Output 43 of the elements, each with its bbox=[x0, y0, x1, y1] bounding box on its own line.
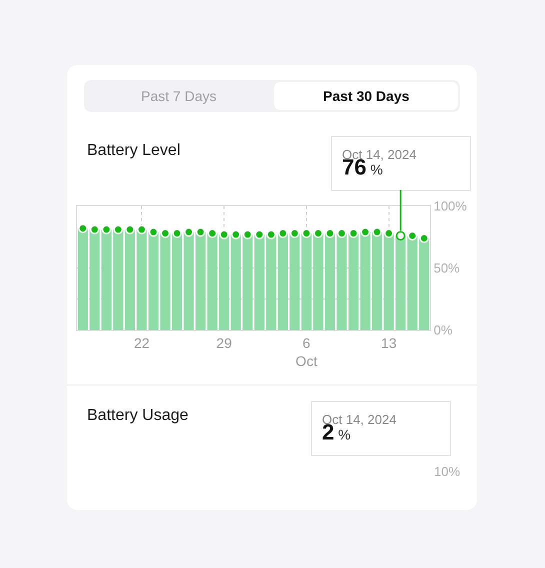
point bbox=[337, 228, 346, 238]
point bbox=[102, 224, 112, 234]
point bbox=[242, 230, 252, 240]
point bbox=[125, 224, 135, 234]
annotation: Oct 14, 2024 76 % bbox=[342, 147, 416, 180]
y-tick-label: 0% bbox=[434, 322, 453, 338]
point bbox=[231, 230, 241, 240]
point bbox=[348, 228, 358, 238]
point bbox=[208, 228, 218, 238]
x-tick-label: 13 bbox=[381, 334, 397, 351]
x-tick-label: 29 bbox=[216, 334, 232, 351]
text: Oct 14, 2024 2 % bbox=[322, 412, 396, 445]
point bbox=[302, 228, 312, 238]
point bbox=[113, 224, 123, 234]
point bbox=[396, 231, 406, 241]
point bbox=[372, 227, 382, 237]
text: Past 30 Days bbox=[323, 88, 410, 104]
point bbox=[160, 228, 170, 238]
point bbox=[384, 228, 394, 238]
y-tick-label: 100% bbox=[434, 198, 468, 214]
point bbox=[136, 224, 146, 234]
point bbox=[325, 228, 335, 238]
point bbox=[360, 227, 370, 237]
point bbox=[148, 227, 158, 237]
x-tick-label: 22 bbox=[134, 334, 150, 351]
point bbox=[196, 227, 206, 237]
point bbox=[266, 230, 276, 240]
point bbox=[184, 227, 194, 237]
text: 10% bbox=[434, 464, 460, 479]
point bbox=[90, 224, 100, 234]
point bbox=[78, 224, 88, 234]
point bbox=[219, 230, 229, 240]
point bbox=[172, 228, 182, 238]
chart-title: Battery Level bbox=[87, 142, 180, 159]
point bbox=[290, 228, 300, 238]
y-tick-label: 50% bbox=[434, 260, 460, 276]
point bbox=[313, 228, 323, 238]
point bbox=[408, 231, 418, 241]
x-tick-label: 6 Oct bbox=[296, 334, 318, 369]
text: Battery Usage bbox=[87, 407, 188, 424]
point bbox=[278, 228, 288, 238]
point bbox=[254, 230, 264, 240]
text: Past 7 Days bbox=[141, 88, 216, 104]
